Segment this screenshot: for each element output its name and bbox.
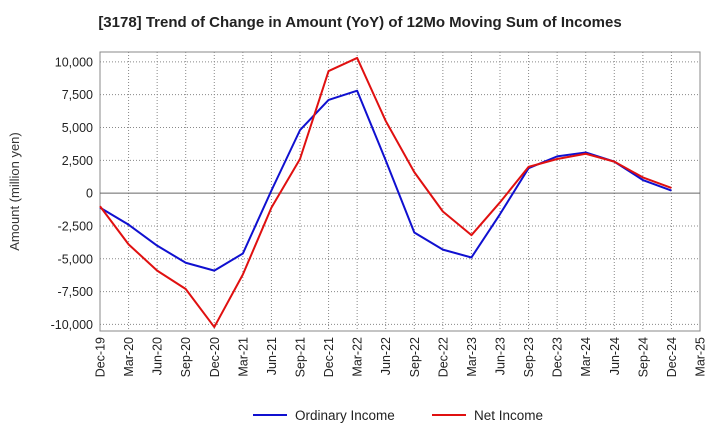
x-tick-label: Jun-22 bbox=[379, 337, 393, 375]
x-tick-label: Jun-20 bbox=[151, 337, 165, 375]
x-tick-labels: Dec-19 Mar-20 Jun-20 Sep-20 Dec-20 Mar-21 Jun-… bbox=[94, 337, 708, 377]
y-axis-label: Amount (million yen) bbox=[7, 132, 22, 251]
x-tick-label: Dec-22 bbox=[436, 337, 450, 377]
x-tick-label: Jun-23 bbox=[494, 337, 508, 375]
x-tick-label: Sep-24 bbox=[636, 337, 650, 377]
y-tick-label: 0 bbox=[86, 187, 93, 201]
y-tick-label: 5,000 bbox=[62, 121, 93, 135]
y-tick-label: -2,500 bbox=[58, 219, 93, 233]
legend-label: Net Income bbox=[474, 408, 543, 423]
series-line-ordinary-income bbox=[99, 89, 672, 272]
x-tick-label: Mar-21 bbox=[236, 337, 250, 377]
grid-lines bbox=[99, 52, 701, 331]
axes bbox=[99, 51, 701, 332]
x-tick-label: Dec-21 bbox=[322, 337, 336, 377]
x-tick-label: Sep-22 bbox=[408, 337, 422, 377]
x-tick-label: Mar-20 bbox=[122, 337, 136, 377]
y-tick-labels: 10,000 7,500 5,000 2,500 0 -2,500 -5,000 -7,500… bbox=[51, 55, 93, 332]
series-line-net-income bbox=[99, 56, 672, 329]
x-tick-label: Jun-24 bbox=[608, 337, 622, 375]
x-tick-label: Sep-23 bbox=[522, 337, 536, 377]
y-tick-label: -5,000 bbox=[58, 252, 93, 266]
plot-frame bbox=[99, 51, 701, 332]
y-tick-label: 10,000 bbox=[55, 55, 93, 69]
x-tick-label: Mar-23 bbox=[465, 337, 479, 377]
x-tick-label: Mar-24 bbox=[579, 337, 593, 377]
y-tick-label: 2,500 bbox=[62, 154, 93, 168]
y-tick-label: 7,500 bbox=[62, 88, 93, 102]
x-tick-label: Mar-22 bbox=[351, 337, 365, 377]
x-tick-label: Jun-21 bbox=[265, 337, 279, 375]
x-tick-label: Dec-23 bbox=[551, 337, 565, 377]
y-tick-label: -10,000 bbox=[51, 318, 93, 332]
x-tick-label: Dec-20 bbox=[208, 337, 222, 377]
legend: Ordinary Income Net Income bbox=[253, 408, 543, 423]
series-lines bbox=[99, 56, 672, 329]
y-tick-label: -7,500 bbox=[58, 285, 93, 299]
x-tick-label: Mar-25 bbox=[694, 337, 708, 377]
x-tick-label: Dec-19 bbox=[94, 337, 108, 377]
x-tick-label: Sep-21 bbox=[294, 337, 308, 377]
x-tick-label: Sep-20 bbox=[179, 337, 193, 377]
legend-label: Ordinary Income bbox=[295, 408, 395, 423]
chart-title: [3178] Trend of Change in Amount (YoY) o… bbox=[98, 14, 622, 31]
x-tick-label: Dec-24 bbox=[665, 337, 679, 377]
